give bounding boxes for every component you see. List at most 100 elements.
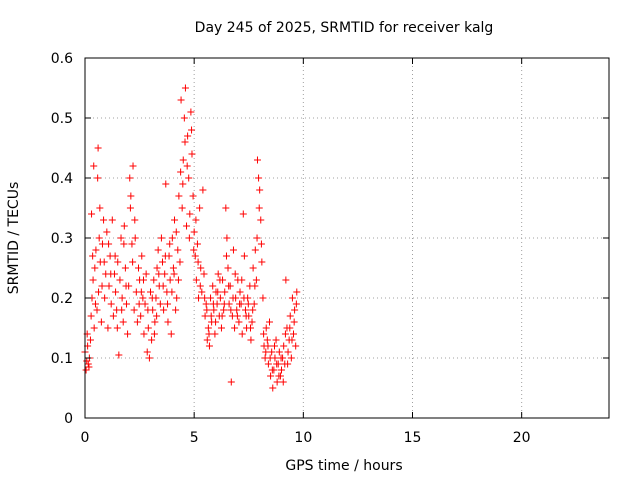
data-point	[164, 318, 172, 326]
data-point	[150, 276, 158, 284]
data-point	[137, 312, 145, 320]
data-point	[145, 354, 153, 362]
data-point	[181, 138, 189, 146]
data-point	[284, 360, 292, 368]
data-point	[134, 264, 142, 272]
data-point	[187, 108, 195, 116]
data-point	[218, 312, 226, 320]
data-point	[227, 378, 235, 386]
data-point	[251, 246, 259, 254]
y-tick-label: 0.2	[51, 291, 73, 307]
data-point	[286, 312, 294, 320]
data-point	[246, 324, 254, 332]
data-point	[168, 288, 176, 296]
data-point	[108, 216, 116, 224]
data-point	[153, 312, 161, 320]
data-point	[256, 186, 264, 194]
data-point	[217, 324, 225, 332]
data-point	[185, 234, 193, 242]
data-point	[120, 240, 128, 248]
data-point	[209, 282, 217, 290]
data-point	[263, 336, 271, 344]
data-point	[264, 360, 272, 368]
data-point	[235, 318, 243, 326]
data-point	[275, 372, 283, 380]
data-point	[209, 300, 217, 308]
data-point	[89, 252, 97, 260]
data-point	[288, 294, 296, 302]
data-point	[277, 354, 285, 362]
x-tick-label: 5	[190, 430, 199, 446]
data-point	[175, 192, 183, 200]
data-point	[273, 378, 281, 386]
data-point	[190, 246, 198, 254]
data-point	[127, 192, 135, 200]
data-point	[128, 240, 136, 248]
data-point	[150, 330, 158, 338]
data-point	[229, 294, 237, 302]
data-point	[171, 216, 179, 224]
x-tick-label: 0	[81, 430, 90, 446]
y-tick-label: 0	[64, 411, 73, 427]
data-point	[195, 294, 203, 302]
data-point	[161, 270, 169, 278]
data-point	[238, 276, 246, 284]
data-point	[183, 222, 191, 230]
data-point	[242, 312, 250, 320]
axis-ticks: 0 5 10 15 20 0 0.1 0.2 0.3 0.4 0.5 0.6	[51, 51, 609, 446]
data-point	[141, 300, 149, 308]
data-point	[148, 336, 156, 344]
data-point	[203, 336, 211, 344]
data-point	[293, 288, 301, 296]
data-point	[153, 264, 161, 272]
data-point	[118, 306, 126, 314]
data-point	[169, 264, 177, 272]
data-point	[100, 258, 108, 266]
data-point	[166, 276, 174, 284]
data-point	[94, 174, 102, 182]
data-point	[91, 264, 99, 272]
data-point	[188, 150, 196, 158]
data-point	[118, 294, 126, 302]
data-point	[227, 306, 235, 314]
data-point	[91, 300, 99, 308]
data-point	[240, 294, 248, 302]
data-point	[176, 258, 184, 266]
data-point	[257, 216, 265, 224]
data-point	[192, 216, 200, 224]
data-point	[189, 192, 197, 200]
data-point	[193, 240, 201, 248]
data-point	[94, 144, 102, 152]
data-point	[98, 282, 106, 290]
data-point	[85, 363, 93, 371]
data-point	[129, 162, 137, 170]
data-point	[179, 180, 187, 188]
data-point	[284, 348, 292, 356]
data-point	[200, 270, 208, 278]
data-point	[159, 282, 167, 290]
data-point	[203, 306, 211, 314]
y-axis-label: SRMTID / TECUs	[6, 182, 22, 295]
data-point	[204, 324, 212, 332]
data-point	[126, 174, 134, 182]
data-point	[140, 330, 148, 338]
data-point	[147, 288, 154, 296]
data-point	[233, 312, 241, 320]
data-point	[183, 162, 191, 170]
data-point	[109, 312, 117, 320]
y-tick-label: 0.5	[51, 111, 73, 127]
data-point	[181, 84, 189, 92]
data-point	[95, 234, 103, 242]
data-point	[253, 234, 261, 242]
data-point	[211, 330, 219, 338]
data-point	[236, 288, 244, 296]
data-point	[156, 300, 164, 308]
data-point	[240, 252, 248, 260]
data-point	[138, 252, 146, 260]
data-point	[278, 366, 285, 374]
x-tick-label: 15	[404, 430, 422, 446]
data-point	[92, 246, 100, 254]
data-point	[168, 234, 176, 242]
data-point	[257, 240, 265, 248]
data-point	[93, 306, 101, 314]
